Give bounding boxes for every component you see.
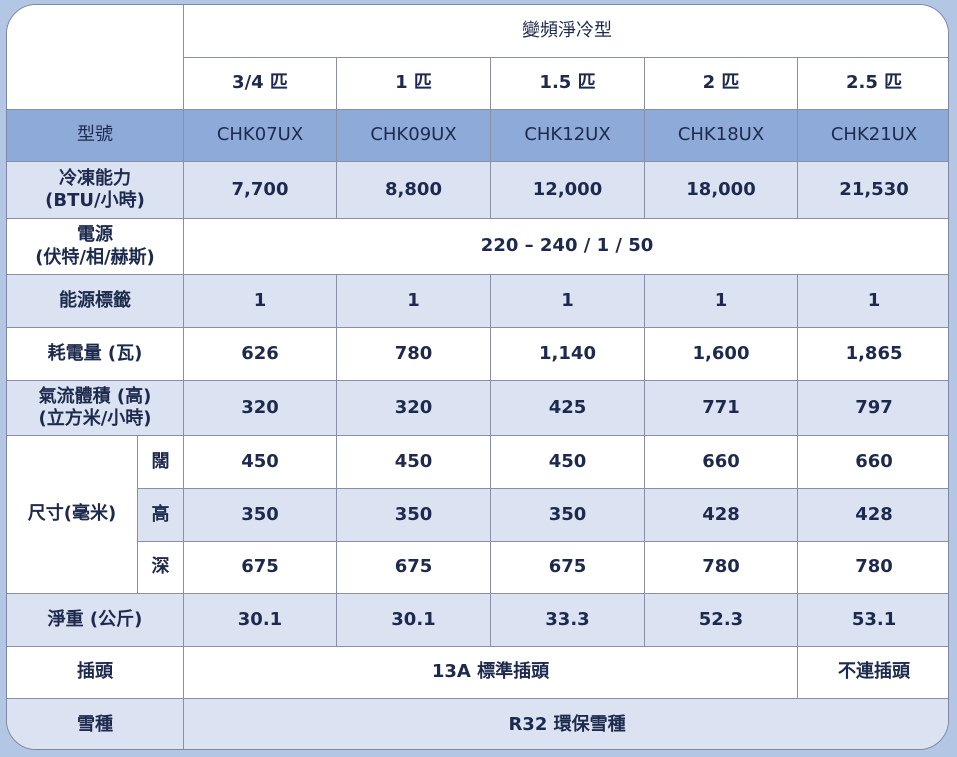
value-cell: 450	[183, 435, 337, 489]
label-line2: (BTU/小時)	[45, 190, 145, 211]
value-cell: 675	[183, 541, 337, 594]
value-cell: CHK09UX	[336, 109, 491, 162]
value-cell: 428	[644, 488, 798, 542]
value-cell: 1	[336, 274, 491, 328]
value-cell: 660	[644, 435, 798, 489]
value-cell: 350	[490, 488, 645, 542]
value-cell: 1,600	[644, 327, 798, 381]
row-label-refrigerant: 雪種	[7, 698, 184, 749]
value-cell: 1	[644, 274, 798, 328]
label-line2: (立方米/小時)	[38, 408, 152, 429]
value-cell: 7,700	[183, 161, 337, 219]
value-cell: 428	[796, 488, 948, 542]
row-label-weight: 淨重 (公斤)	[7, 593, 184, 647]
row-label-power: 電源 (伏特/相/赫斯)	[7, 218, 184, 275]
value-cell: 1	[796, 274, 948, 328]
value-cell: 2.5 匹	[796, 57, 948, 110]
value-cell: 3/4 匹	[183, 57, 337, 110]
value-cell: 18,000	[644, 161, 798, 219]
label-line2: (伏特/相/赫斯)	[35, 246, 155, 268]
value-cell: 320	[336, 380, 491, 436]
value-cell: 350	[183, 488, 337, 542]
value-cell: 780	[336, 327, 491, 381]
row-label-depth: 深	[137, 541, 184, 594]
value-cell: 1,865	[796, 327, 948, 381]
value-cell: 780	[644, 541, 798, 594]
value-cell: 1.5 匹	[490, 57, 645, 110]
value-cell: CHK21UX	[796, 109, 948, 162]
value-cell: CHK12UX	[490, 109, 645, 162]
value-cell: 771	[644, 380, 798, 436]
value-cell: 675	[336, 541, 491, 594]
value-cell: 675	[490, 541, 645, 594]
value-cell: 8,800	[336, 161, 491, 219]
row-label-width: 闊	[137, 435, 184, 489]
value-cell: 425	[490, 380, 645, 436]
value-cell: 33.3	[490, 593, 645, 647]
value-cell: 1	[183, 274, 337, 328]
value-cell: 626	[183, 327, 337, 381]
row-label-plug: 插頭	[7, 646, 184, 699]
value-cell: 12,000	[490, 161, 645, 219]
value-cell: 1 匹	[336, 57, 491, 110]
row-label-capacity: 冷凍能力 (BTU/小時)	[7, 161, 184, 219]
value-cell: 21,530	[796, 161, 948, 219]
value-cell: CHK07UX	[183, 109, 337, 162]
row-label-consumption: 耗電量 (瓦)	[7, 327, 184, 381]
value-cell: 780	[796, 541, 948, 594]
value-cell: 450	[490, 435, 645, 489]
plug-none: 不連插頭	[796, 646, 948, 699]
row-label-energy-label: 能源標籤	[7, 274, 184, 328]
value-cell: 2 匹	[644, 57, 798, 110]
label-line1: 冷凍能力	[59, 167, 131, 189]
value-cell: 52.3	[644, 593, 798, 647]
corner-cell	[7, 5, 184, 110]
plug-standard: 13A 標準插頭	[183, 646, 798, 699]
group-header: 變頻淨冷型	[182, 5, 948, 58]
row-label-airflow: 氣流體積 (高) (立方米/小時)	[7, 380, 184, 436]
value-cell: 660	[796, 435, 948, 489]
power-value: 220 – 240 / 1 / 50	[182, 218, 948, 275]
row-label-dimensions: 尺寸(毫米)	[7, 435, 138, 594]
label-line1: 氣流體積 (高)	[38, 385, 152, 407]
value-cell: 1	[490, 274, 645, 328]
value-cell: 30.1	[183, 593, 337, 647]
value-cell: 797	[796, 380, 948, 436]
value-cell: 350	[336, 488, 491, 542]
value-cell: 1,140	[490, 327, 645, 381]
value-cell: 320	[183, 380, 337, 436]
value-cell: 53.1	[796, 593, 948, 647]
refrigerant-value: R32 環保雪種	[182, 698, 948, 749]
row-label-model: 型號	[7, 109, 184, 162]
value-cell: 30.1	[336, 593, 491, 647]
value-cell: CHK18UX	[644, 109, 798, 162]
value-cell: 450	[336, 435, 491, 489]
label-line1: 電源	[77, 224, 113, 245]
row-label-height: 高	[137, 488, 184, 542]
